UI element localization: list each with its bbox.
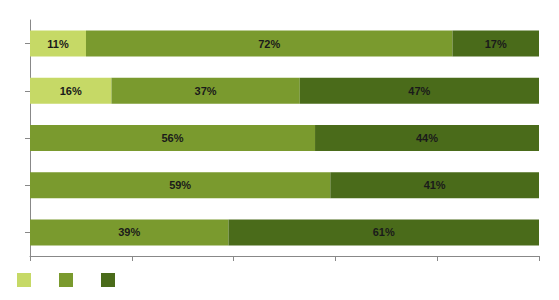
- svg-text:44%: 44%: [416, 132, 438, 144]
- svg-text:16%: 16%: [60, 85, 82, 97]
- svg-text:11%: 11%: [47, 38, 69, 50]
- svg-text:39%: 39%: [118, 226, 140, 238]
- svg-text:56%: 56%: [162, 132, 184, 144]
- svg-text:37%: 37%: [195, 85, 217, 97]
- svg-text:17%: 17%: [485, 38, 507, 50]
- svg-text:41%: 41%: [424, 179, 446, 191]
- svg-text:47%: 47%: [408, 85, 430, 97]
- svg-text:61%: 61%: [373, 226, 395, 238]
- svg-text:72%: 72%: [258, 38, 280, 50]
- svg-text:59%: 59%: [169, 179, 191, 191]
